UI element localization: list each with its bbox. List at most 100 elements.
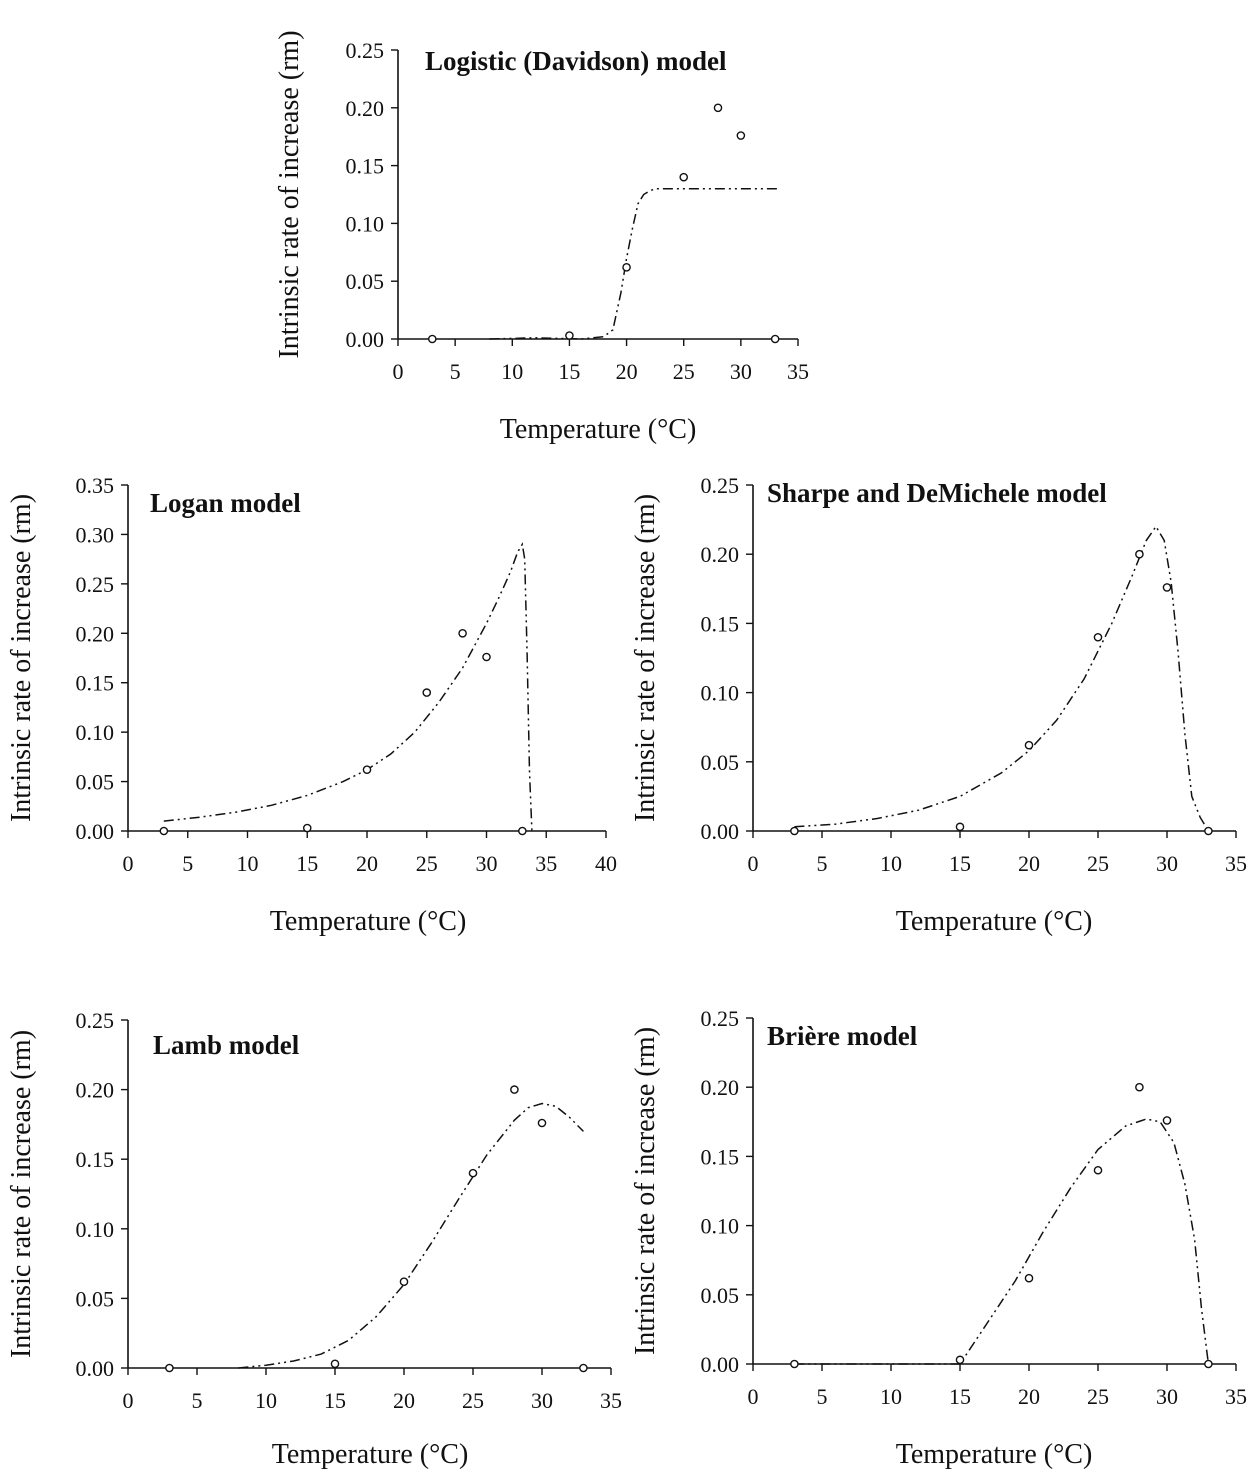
x-tick-label: 35 [1225,851,1247,876]
y-tick-label: 0.20 [701,542,740,567]
observed-point [1093,632,1103,642]
x-tick-label: 25 [1087,851,1109,876]
observed-point [736,131,746,140]
chart-panel-4: 0.00 0.05 0.10 0.15 0.20 0.25 0 5 10 15 20 25 30 35 Te… [6,1008,622,1470]
x-tick-label: 35 [787,359,809,384]
x-tick-label: 20 [1018,851,1040,876]
observed-point [510,1085,519,1094]
y-tick-label: 0.15 [701,1144,740,1169]
y-tick-label: 0.00 [76,819,115,844]
y-tick-label: 0.10 [76,1217,115,1242]
observed-point [302,823,312,833]
y-tick-label: 0.15 [346,154,385,179]
x-tick-label: 25 [673,359,695,384]
observed-point [330,1359,340,1369]
x-tick-label: 0 [748,1384,759,1409]
x-tick-label: 40 [595,851,617,876]
x-tick-label: 15 [949,851,971,876]
observed-point [1093,1165,1103,1175]
y-tick-label: 0.10 [76,720,115,745]
x-tick-label: 0 [748,851,759,876]
observed-point [790,826,799,836]
y-tick-label: 0.25 [346,38,385,63]
x-tick-label: 10 [255,1388,277,1413]
chart-panel-5: 0.00 0.05 0.10 0.15 0.20 0.25 0 5 10 15 20 25 30 35 Te… [630,1006,1247,1470]
x-tick-label: 35 [600,1388,622,1413]
observed-point [159,826,169,836]
y-tick-label: 0.20 [701,1075,740,1100]
y-axis-title: Intrinsic rate of increase (rm) [630,1027,661,1355]
x-tick-label: 30 [476,851,498,876]
observed-point [362,765,372,775]
observed-point [537,1118,547,1128]
x-tick-label: 10 [237,851,259,876]
y-tick-label: 0.05 [346,269,385,294]
observed-point [565,331,574,340]
x-axis-title: Temperature (°C) [500,414,697,445]
observed-point [422,688,432,697]
y-tick-label: 0.00 [701,1352,740,1377]
observed-point [427,334,437,344]
y-tick-label: 0.25 [76,572,115,597]
observed-point [679,172,689,182]
y-tick-label: 0.20 [76,1078,115,1103]
x-tick-label: 5 [182,851,193,876]
observed-point [1024,1273,1034,1283]
observed-point [1204,1359,1213,1369]
observed-point [790,1359,799,1369]
y-tick-label: 0.25 [701,473,740,498]
fitted-curve [794,525,1210,832]
x-tick-label: 30 [1156,851,1178,876]
y-tick-label: 0.20 [76,621,115,646]
x-tick-label: 15 [296,851,318,876]
x-axis-title: Temperature (°C) [896,1439,1093,1470]
x-tick-label: 30 [1156,1384,1178,1409]
fitted-curve [163,542,533,832]
x-tick-label: 15 [949,1384,971,1409]
x-tick-label: 25 [462,1388,484,1413]
panel-title: Sharpe and DeMichele model [767,478,1107,508]
x-axis-title: Temperature (°C) [896,906,1093,937]
observed-point [622,263,631,272]
x-tick-label: 20 [356,851,378,876]
panel-title: Logistic (Davidson) model [425,46,727,76]
x-tick-label: 35 [1225,1384,1247,1409]
observed-point [1204,826,1213,836]
x-tick-label: 10 [501,359,523,384]
x-tick-label: 0 [123,1388,134,1413]
y-tick-label: 0.25 [76,1008,115,1033]
x-tick-label: 10 [880,851,902,876]
observed-point [165,1363,174,1373]
observed-point [468,1168,478,1178]
y-tick-label: 0.35 [76,473,115,498]
x-tick-label: 35 [535,851,557,876]
y-axis-title: Intrinsic rate of increase (rm) [274,30,305,358]
observed-point [955,822,965,832]
y-axis-title: Intrinsic rate of increase (rm) [6,1030,37,1358]
y-tick-label: 0.00 [701,819,740,844]
y-axis-title: Intrinsic rate of increase (rm) [6,494,37,822]
y-tick-label: 0.15 [76,1147,115,1172]
chart-panel-1: 0.00 0.05 0.10 0.15 0.20 0.25 0 5 10 15 20 25 30 35 Te… [274,30,809,445]
observed-point [770,334,780,344]
observed-point [399,1277,409,1286]
x-tick-label: 20 [393,1388,415,1413]
y-tick-label: 0.05 [76,770,115,795]
observed-point [1162,1116,1172,1125]
x-tick-label: 10 [880,1384,902,1409]
y-tick-label: 0.15 [76,671,115,696]
x-tick-label: 15 [558,359,580,384]
observed-point [713,103,723,113]
x-tick-label: 15 [324,1388,346,1413]
chart-panel-3: 0.00 0.05 0.10 0.15 0.20 0.25 0 5 10 15 20 25 30 35 Te… [630,473,1247,937]
y-tick-label: 0.05 [701,750,740,775]
x-tick-label: 30 [531,1388,553,1413]
y-tick-label: 0.30 [76,522,115,547]
y-tick-label: 0.05 [701,1283,740,1308]
x-tick-label: 5 [817,851,828,876]
y-tick-label: 0.00 [346,327,385,352]
y-tick-label: 0.20 [346,96,385,121]
panel-title: Lamb model [153,1030,300,1060]
x-tick-label: 25 [416,851,438,876]
